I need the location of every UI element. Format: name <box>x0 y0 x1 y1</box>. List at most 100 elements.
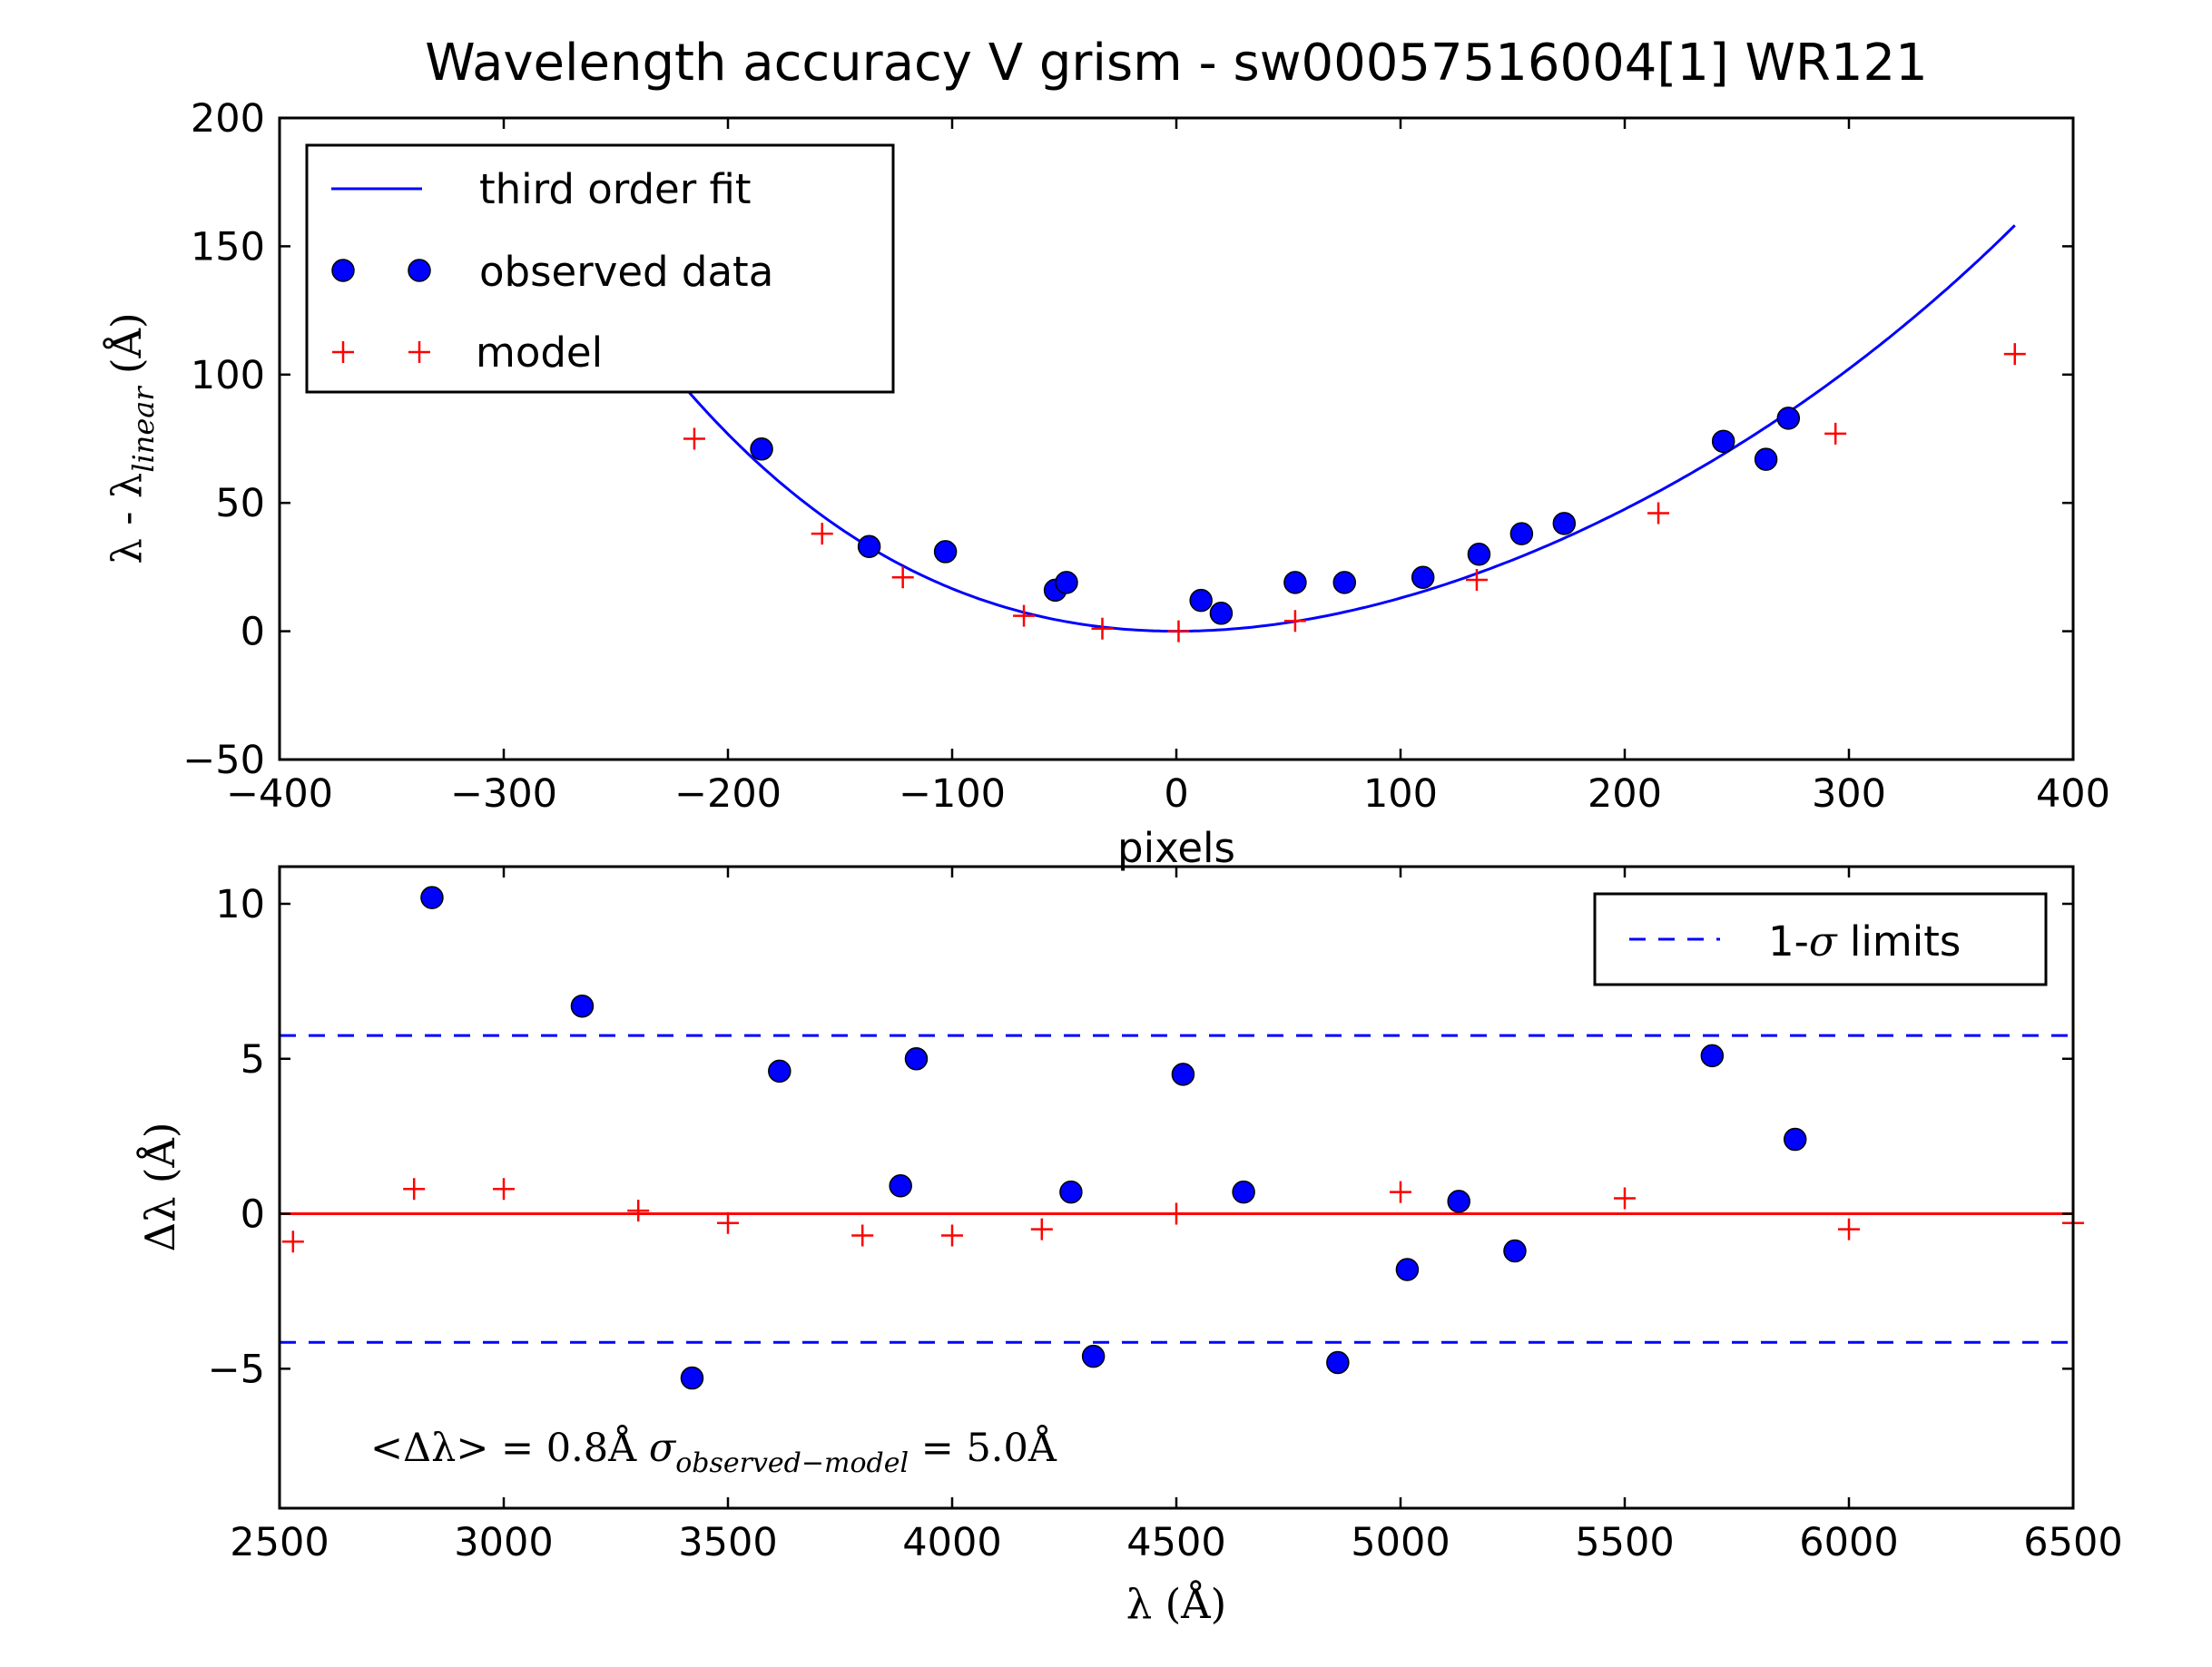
bottom-plot-area <box>280 886 2084 1390</box>
legend-label-sigma-limits: 1-σ limits <box>1768 917 1961 966</box>
bottom-y-axis-label: Δλ (Å) <box>136 1123 184 1252</box>
data-point-observed <box>889 1174 912 1198</box>
y-tick-label: 50 <box>215 481 265 526</box>
data-point-observed <box>933 540 958 564</box>
y-tick-label: 0 <box>241 1192 265 1238</box>
data-point-observed <box>1171 1063 1195 1086</box>
legend-circle-icon <box>408 259 431 282</box>
x-tick-label: 0 <box>1164 771 1188 817</box>
data-point-observed <box>1509 522 1534 545</box>
x-tick-label: 4000 <box>902 1520 1001 1565</box>
top-legend: third order fit observed data model <box>305 143 895 394</box>
data-point-observed <box>1711 429 1735 454</box>
x-tick-label: 200 <box>1588 771 1662 817</box>
bottom-x-axis-label: λ (Å) <box>1126 1580 1226 1628</box>
x-tick-label: 2500 <box>230 1520 329 1565</box>
x-tick-label: 300 <box>1812 771 1886 817</box>
y-tick-label: 10 <box>215 882 265 927</box>
data-point-observed <box>1467 543 1491 566</box>
data-point-model <box>1091 617 1114 640</box>
x-tick-label: 3000 <box>454 1520 553 1565</box>
top-y-axis-label: λ - λlinear (Å) <box>103 312 161 564</box>
y-tick-label: 0 <box>241 610 265 655</box>
data-point-model <box>1824 422 1847 445</box>
data-point-observed <box>1189 588 1213 613</box>
data-point-observed <box>570 994 595 1018</box>
x-tick-label: −400 <box>226 771 333 817</box>
data-point-observed <box>1055 571 1078 594</box>
data-point-model <box>1283 610 1306 632</box>
legend-label-observed: observed data <box>479 248 773 296</box>
data-point-observed <box>1059 1180 1083 1204</box>
top-legend-box <box>305 143 895 394</box>
y-tick-label: 5 <box>241 1037 265 1083</box>
y-tick-label: 150 <box>191 224 265 270</box>
data-point-model <box>717 1211 739 1234</box>
data-point-model <box>1167 620 1190 642</box>
top-panel: −400 −300 −200 −100 0 100 200 300 400 −50 0 50 100 15… <box>103 96 2110 872</box>
data-point-observed <box>680 1366 704 1390</box>
y-tick-label: −5 <box>208 1347 265 1392</box>
data-point-observed <box>420 886 444 909</box>
data-point-observed <box>1776 407 1801 430</box>
data-point-observed <box>1232 1180 1255 1204</box>
legend-circle-icon <box>331 259 355 282</box>
x-tick-label: 4500 <box>1126 1520 1225 1565</box>
data-point-model <box>1838 1218 1860 1240</box>
data-point-observed <box>750 437 773 461</box>
data-point-model <box>2003 343 2026 366</box>
data-point-observed <box>1552 512 1577 535</box>
data-point-observed <box>1326 1350 1350 1375</box>
data-point-model <box>1030 1218 1053 1240</box>
legend-label-fit: third order fit <box>479 165 752 213</box>
x-tick-label: 3500 <box>678 1520 777 1565</box>
data-point-model <box>281 1231 304 1253</box>
x-tick-label: −100 <box>899 771 1006 817</box>
legend-plus-icon <box>408 341 430 363</box>
top-plot-area <box>614 224 2026 642</box>
x-tick-label: −300 <box>450 771 557 817</box>
x-tick-label: 100 <box>1363 771 1438 817</box>
legend-label-model: model <box>476 328 603 377</box>
bottom-panel: 2500 3000 3500 4000 4500 5000 5500 6000 6500 −5 0 5… <box>136 865 2123 1628</box>
top-ticks: −400 −300 −200 −100 0 100 200 300 400 −50 0 50 100 15… <box>182 96 2110 817</box>
data-point-model <box>1465 569 1488 592</box>
data-point-observed <box>1700 1044 1725 1068</box>
data-point-model <box>1165 1202 1187 1225</box>
x-tick-label: 5500 <box>1575 1520 1674 1565</box>
data-point-model <box>683 427 705 450</box>
data-point-observed <box>1503 1239 1527 1263</box>
legend-plus-icon <box>332 341 354 363</box>
data-point-observed <box>857 534 881 559</box>
data-point-model <box>811 523 833 545</box>
data-point-observed <box>1081 1344 1106 1368</box>
x-tick-label: 6500 <box>2023 1520 2122 1565</box>
bottom-legend: 1-σ limits <box>1593 892 2048 986</box>
data-point-model <box>1647 502 1670 525</box>
x-tick-label: 6000 <box>1799 1520 1898 1565</box>
data-point-observed <box>1447 1190 1470 1213</box>
data-point-observed <box>1395 1258 1420 1281</box>
data-point-model <box>1013 604 1036 627</box>
bottom-ticks: 2500 3000 3500 4000 4500 5000 5500 6000 6500 −5 0 5… <box>208 867 2123 1565</box>
data-point-observed <box>1783 1127 1807 1152</box>
data-point-observed <box>1283 571 1307 594</box>
data-point-model <box>403 1178 426 1201</box>
data-point-model <box>851 1224 874 1247</box>
y-tick-label: 200 <box>191 96 265 142</box>
data-point-observed <box>1411 565 1435 589</box>
x-tick-label: −200 <box>674 771 782 817</box>
top-x-axis-label: pixels <box>1117 824 1235 872</box>
y-tick-label: 100 <box>191 353 265 398</box>
data-point-model <box>1614 1187 1636 1210</box>
data-point-model <box>1390 1181 1411 1203</box>
data-point-model <box>941 1224 963 1247</box>
data-point-observed <box>768 1059 791 1084</box>
top-series-group <box>614 224 2026 642</box>
data-point-model <box>493 1178 515 1201</box>
data-point-model <box>891 566 914 589</box>
stats-annotation: <Δλ> = 0.8Å σobserved−model = 5.0Å <box>370 1425 1057 1479</box>
chart-title: Wavelength accuracy V grism - sw00057516… <box>425 34 1927 93</box>
data-point-observed <box>1332 571 1356 594</box>
